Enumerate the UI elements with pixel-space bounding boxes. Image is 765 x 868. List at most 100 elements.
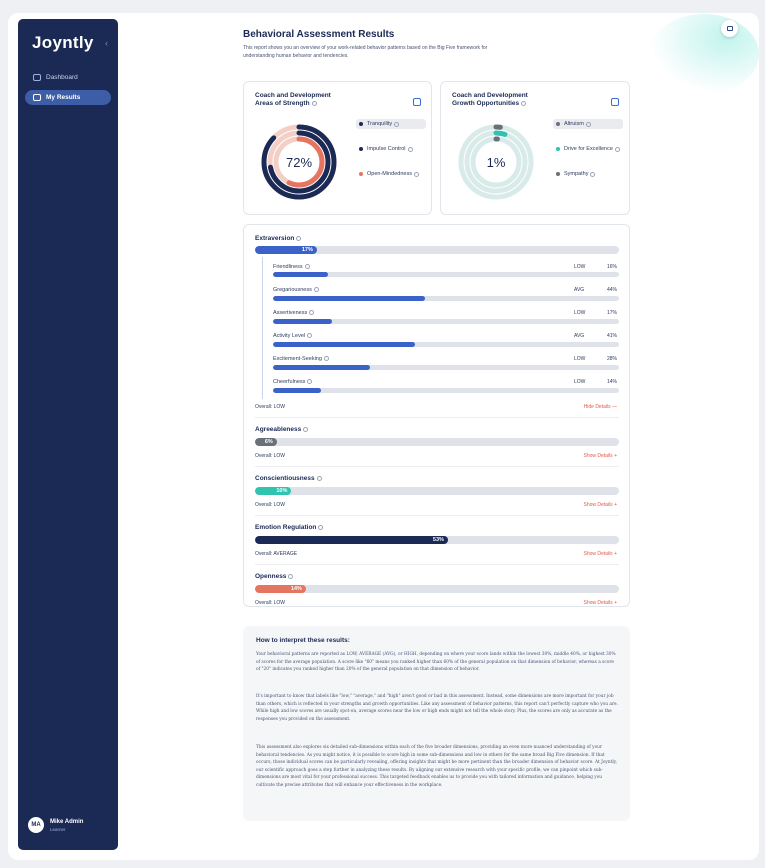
- legend-dot: [359, 147, 363, 151]
- interpretation-paragraph: Your behavioral patterns are reported as…: [256, 652, 616, 672]
- interpretation-title: How to interpret these results:: [256, 637, 350, 644]
- donut-ring-altruism: [458, 124, 534, 200]
- sidebar-item-my-results[interactable]: My Results: [25, 90, 111, 105]
- dimension-overall: Overall: LOW: [255, 404, 286, 410]
- legend-impulse-control[interactable]: Impulse Control: [356, 144, 426, 154]
- info-icon[interactable]: [521, 100, 527, 106]
- dimension-emotion-regulation-bar: 53%: [255, 536, 619, 544]
- hide-details-button[interactable]: Hide Details —: [583, 404, 617, 410]
- info-icon[interactable]: [316, 475, 322, 481]
- growth-card: Coach and Development Growth Opportuniti…: [440, 81, 630, 215]
- subdimension-level: LOW: [574, 379, 586, 385]
- trend-icon[interactable]: [611, 98, 619, 106]
- legend-sympathy[interactable]: Sympathy: [553, 169, 623, 179]
- legend-dot: [359, 172, 363, 176]
- show-details-button[interactable]: Show Details +: [583, 502, 618, 508]
- dimension-openness-bar: 14%: [255, 585, 619, 593]
- subdimension-bar: [273, 388, 619, 393]
- collapse-sidebar-icon[interactable]: ‹: [105, 38, 108, 48]
- subdimension-fill: [273, 296, 426, 301]
- chart-icon: [33, 94, 41, 101]
- subdimension-percent: 14%: [606, 379, 617, 385]
- user-name: Mike Admin: [50, 818, 84, 825]
- show-details-button[interactable]: Show Details +: [583, 551, 618, 557]
- subdimension-fill: [273, 388, 322, 393]
- strength-donut: [261, 124, 337, 200]
- info-icon[interactable]: [323, 356, 329, 362]
- dimension-fill: 17%: [255, 246, 317, 254]
- dimension-overall: Overall: LOW: [255, 502, 286, 508]
- info-icon[interactable]: [407, 146, 413, 152]
- dashboard-icon: [33, 74, 41, 81]
- subdimension-bar: [273, 342, 619, 347]
- dimension-fill: 10%: [255, 487, 292, 495]
- subdimension-level: AVG: [574, 287, 585, 293]
- subdimension-bar: [273, 319, 619, 324]
- user-role: Learner: [50, 826, 66, 832]
- subdimension-percent: 44%: [606, 287, 617, 293]
- report-button[interactable]: [721, 20, 738, 37]
- donut-ring-drive-for-excellence: [464, 130, 528, 194]
- legend-tranquility[interactable]: Tranquility: [356, 119, 426, 129]
- user-profile[interactable]: MA Mike Admin Learner: [28, 817, 83, 833]
- subdimension-level: LOW: [574, 356, 586, 362]
- app-logo[interactable]: Joyntly: [32, 33, 94, 52]
- interpretation-paragraph: This assessment also explores six detail…: [256, 745, 617, 788]
- page-title: Behavioral Assessment Results: [243, 29, 395, 40]
- avatar: MA: [28, 817, 44, 833]
- subdimension-assertiveness-name: Assertiveness: [273, 310, 315, 316]
- subdimension-percent: 28%: [606, 356, 617, 362]
- subdimension-fill: [273, 272, 329, 277]
- legend-altruism[interactable]: Altruism: [553, 119, 623, 129]
- subdimension-level: AVG: [574, 333, 585, 339]
- info-icon[interactable]: [309, 310, 315, 316]
- info-icon[interactable]: [311, 100, 317, 106]
- show-details-button[interactable]: Show Details +: [583, 600, 618, 606]
- info-icon[interactable]: [394, 121, 400, 127]
- info-icon[interactable]: [413, 171, 419, 177]
- dimension-overall: Overall: AVERAGE: [255, 551, 298, 557]
- subdimension-gregariousness-name: Gregariousness: [273, 287, 319, 293]
- subdimension-bar: [273, 296, 619, 301]
- sidebar-item-label: My Results: [46, 94, 81, 101]
- card-title: Coach and Development Growth Opportuniti…: [452, 92, 528, 107]
- legend-open-mindedness[interactable]: Open-Mindedness: [356, 169, 426, 179]
- strength-card: Coach and Development Areas of Strength …: [243, 81, 432, 215]
- show-details-button[interactable]: Show Details +: [583, 453, 618, 459]
- subdimension-activity-level-name: Activity Level: [273, 333, 313, 339]
- subdimension-percent: 16%: [606, 264, 617, 270]
- legend-dot: [556, 172, 560, 176]
- info-icon[interactable]: [303, 426, 309, 432]
- divider: [255, 564, 619, 565]
- dimension-extraversion-bar: 17%: [255, 246, 619, 254]
- info-icon[interactable]: [304, 264, 310, 270]
- info-icon[interactable]: [307, 333, 313, 339]
- sidebar: Joyntly ‹ Dashboard My Results MA Mike A…: [18, 19, 118, 850]
- dimension-fill: 53%: [255, 536, 448, 544]
- subdimension-level: LOW: [574, 310, 586, 316]
- growth-score: 1%: [486, 154, 506, 170]
- strength-score: 72%: [285, 154, 313, 170]
- info-icon[interactable]: [307, 379, 313, 385]
- legend-dot: [359, 122, 363, 126]
- card-title: Coach and Development Areas of Strength: [255, 92, 331, 107]
- subdimension-excitement-seeking-name: Excitement-Seeking: [273, 356, 329, 362]
- sidebar-item-dashboard[interactable]: Dashboard: [25, 70, 111, 85]
- info-icon[interactable]: [585, 121, 591, 127]
- edit-icon[interactable]: [413, 98, 421, 106]
- info-icon[interactable]: [614, 146, 620, 152]
- subdimension-percent: 41%: [606, 333, 617, 339]
- info-icon[interactable]: [313, 287, 319, 293]
- info-icon[interactable]: [590, 171, 596, 177]
- legend-drive-for-excellence[interactable]: Drive for Excellence: [553, 144, 623, 154]
- subdimension-level: LOW: [574, 264, 586, 270]
- divider: [255, 515, 619, 516]
- interpretation-panel: How to interpret these results: Your beh…: [243, 626, 630, 821]
- subdimension-guide-line: [262, 257, 263, 399]
- dimension-conscientiousness-bar: 10%: [255, 487, 619, 495]
- info-icon[interactable]: [296, 235, 302, 241]
- info-icon[interactable]: [288, 573, 294, 579]
- dimension-overall: Overall: LOW: [255, 600, 286, 606]
- info-icon[interactable]: [318, 524, 324, 530]
- donut-ring-sympathy: [470, 136, 522, 188]
